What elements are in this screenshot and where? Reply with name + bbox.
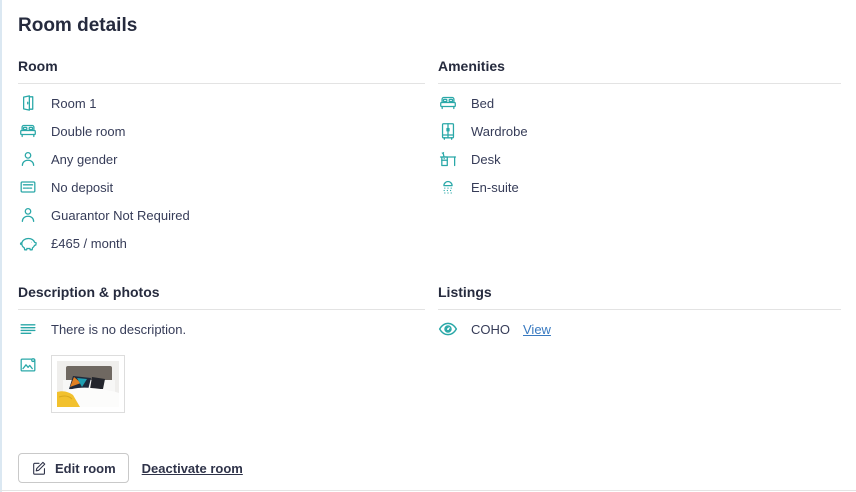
photos-row — [18, 355, 425, 413]
description-section-header: Description & photos — [18, 284, 425, 310]
room-item-guarantor: Guarantor Not Required — [18, 201, 425, 229]
listing-name: COHO — [471, 321, 510, 337]
amenities-section-header: Amenities — [438, 58, 841, 84]
listings-section-header: Listings — [438, 284, 841, 310]
bottom-divider — [0, 490, 856, 491]
room-item-name: Room 1 — [18, 89, 425, 117]
double-bed-icon — [18, 121, 38, 141]
amenity-label: Desk — [471, 151, 501, 167]
pencil-icon — [31, 460, 47, 476]
amenity-item: Desk — [438, 145, 841, 173]
wardrobe-icon — [438, 121, 458, 141]
room-item-label: Double room — [51, 123, 126, 139]
amenity-item: Wardrobe — [438, 117, 841, 145]
footer-actions: Edit room Deactivate room — [18, 453, 842, 483]
room-photo-thumbnail[interactable] — [51, 355, 125, 413]
page-title: Room details — [18, 15, 138, 36]
amenity-item: Bed — [438, 89, 841, 117]
description-photos-section: Description & photos There is no descrip… — [18, 284, 425, 413]
bed-icon — [438, 93, 458, 113]
room-item-type: Double room — [18, 117, 425, 145]
amenity-label: En-suite — [471, 179, 519, 195]
room-item-label: No deposit — [51, 179, 114, 195]
room-item-label: Room 1 — [51, 95, 97, 111]
shower-icon — [438, 177, 458, 197]
person-icon — [18, 149, 38, 169]
person-icon — [18, 205, 38, 225]
amenity-label: Bed — [471, 95, 495, 111]
room-section: Room Room 1 — [18, 58, 425, 257]
coho-eye-icon — [438, 319, 458, 339]
no-description-text: There is no description. — [51, 321, 187, 337]
listings-section: Listings COHO View — [438, 284, 841, 413]
piggy-bank-icon — [18, 233, 38, 253]
description-row: There is no description. — [18, 315, 425, 343]
amenities-section: Amenities Bed — [438, 58, 841, 257]
amenity-item: En-suite — [438, 173, 841, 201]
amenity-label: Wardrobe — [471, 123, 528, 139]
deactivate-room-link[interactable]: Deactivate room — [141, 460, 243, 476]
desk-icon — [438, 149, 458, 169]
listing-row: COHO View — [438, 315, 841, 343]
edit-room-button[interactable]: Edit room — [18, 453, 129, 483]
image-icon — [18, 355, 38, 375]
text-lines-icon — [18, 319, 38, 339]
room-item-gender: Any gender — [18, 145, 425, 173]
door-icon — [18, 93, 38, 113]
room-item-deposit: No deposit — [18, 173, 425, 201]
edit-room-label: Edit room — [55, 460, 116, 476]
left-edge-divider — [0, 0, 2, 492]
room-item-label: Any gender — [51, 151, 118, 167]
listing-view-link[interactable]: View — [523, 321, 551, 337]
room-section-header: Room — [18, 58, 425, 84]
room-item-label: £465 / month — [51, 235, 127, 251]
room-item-label: Guarantor Not Required — [51, 207, 190, 223]
room-item-rent: £465 / month — [18, 229, 425, 257]
deposit-icon — [18, 177, 38, 197]
